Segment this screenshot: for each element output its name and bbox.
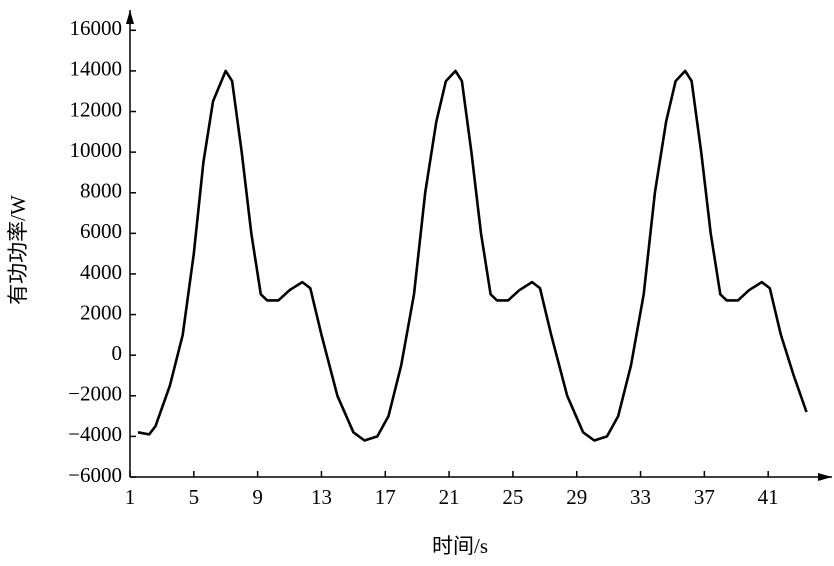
- x-tick-label: 25: [502, 485, 523, 509]
- y-tick-label: 6000: [80, 219, 122, 243]
- line-series: [137, 69, 808, 442]
- x-tick-label: 33: [630, 485, 651, 509]
- x-tick-label: 29: [566, 485, 587, 509]
- x-tick-label: 9: [252, 485, 263, 509]
- y-tick-label: 12000: [70, 97, 123, 121]
- x-axis-label: 时间/s: [432, 534, 488, 558]
- x-axis-arrow: [818, 473, 832, 481]
- x-tick-label: 21: [439, 485, 460, 509]
- x-tick-label: 17: [375, 485, 396, 509]
- y-tick-label: 2000: [80, 300, 122, 324]
- y-tick-label: 14000: [70, 57, 123, 81]
- y-tick-label: −4000: [68, 422, 122, 446]
- y-tick-label: 16000: [70, 16, 123, 40]
- x-tick-label: 1: [125, 485, 136, 509]
- x-tick-label: 41: [758, 485, 779, 509]
- y-tick-label: 0: [112, 341, 123, 365]
- x-tick-label: 37: [694, 485, 715, 509]
- y-tick-label: 10000: [70, 138, 123, 162]
- y-tick-label: 8000: [80, 179, 122, 203]
- x-tick-label: 13: [311, 485, 332, 509]
- x-tick-label: 5: [189, 485, 200, 509]
- y-tick-label: −6000: [68, 463, 122, 487]
- y-tick-label: 4000: [80, 260, 122, 284]
- y-tick-label: −2000: [68, 382, 122, 406]
- y-axis-label: 有功功率/W: [6, 195, 30, 305]
- y-axis-arrow: [126, 10, 134, 24]
